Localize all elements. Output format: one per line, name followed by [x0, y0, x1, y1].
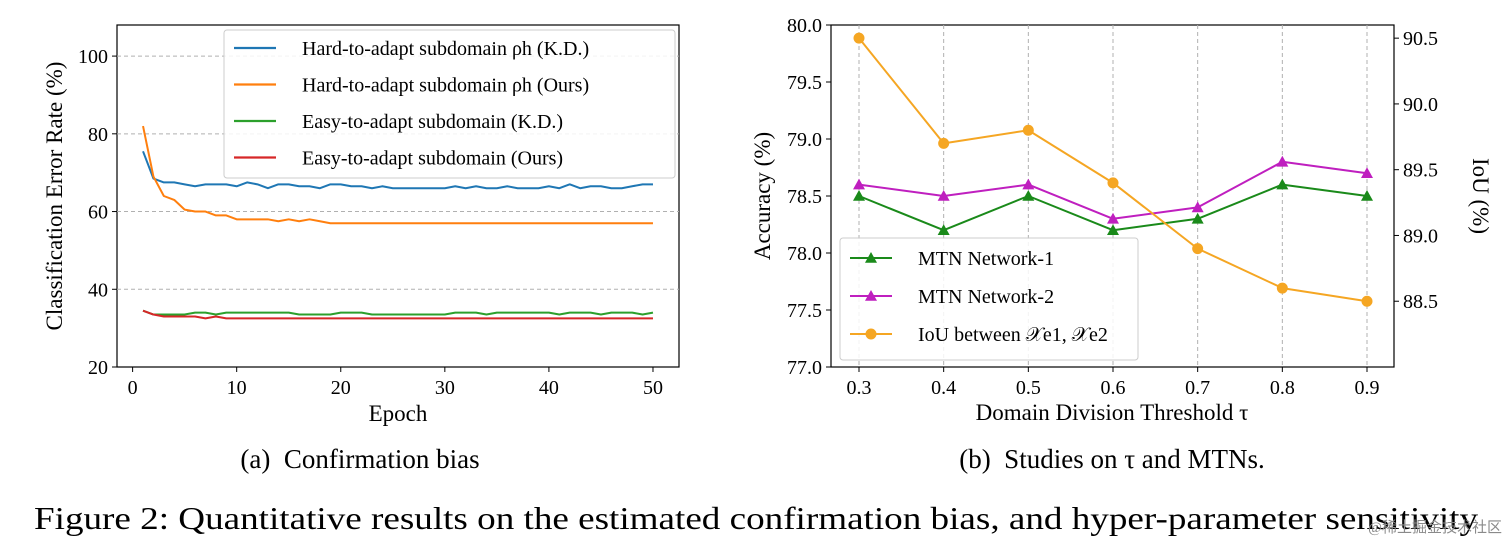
chart-a-x-tick-label-30: 30 — [435, 377, 455, 399]
chart-a-y-tick-label-40: 40 — [88, 279, 108, 301]
chart-a-x-tick-label-40: 40 — [539, 377, 559, 399]
chart-b-y-tick-label-0: 77.0 — [787, 357, 822, 379]
chart-b-y-tick-label-2: 78.0 — [787, 243, 822, 265]
chart-a-y-axis-label: Classification Error Rate (%) — [42, 62, 67, 331]
chart-a-series-line-easy-to-adapt-subdomain-k-d-2 — [142, 309, 654, 316]
chart-a-series-line-hard-to-adapt-subdomain-h-k-d-0 — [142, 150, 653, 190]
chart-b-point-mtn-network-1-0-5 — [1276, 178, 1289, 190]
chart-b-x-tick-label-5: 0.8 — [1270, 377, 1295, 399]
chart-b-legend: MTN Network-1 MTN Network-2 IoU between 𝒳e… — [839, 237, 1139, 361]
chart-b-x-axis-label: Domain Division Threshold τ — [976, 400, 1249, 425]
chart-b-legend-box — [839, 237, 1139, 361]
chart-b-legend-label-1: MTN Network-2 — [918, 286, 1054, 308]
chart-a-legend-label-1: Hard-to-adapt subdomain ρh (Ours) — [302, 75, 589, 97]
chart-a-legend-box — [223, 29, 676, 179]
chart-a-caption: (a) Confirmation bias — [240, 444, 479, 474]
chart-b-point-iou-between-e1-e2-2-5 — [1276, 282, 1288, 294]
chart-b-y-tick-label-4: 79.0 — [787, 129, 822, 151]
chart-a: 0 10 20 30 40 50 20 40 60 80 100 Epoch Classifica… — [42, 24, 680, 474]
chart-b-x-tick-label-2: 0.5 — [1016, 377, 1041, 399]
chart-b-x-ticks: 0.3 0.4 0.5 0.6 0.7 0.8 0.9 — [847, 367, 1380, 399]
chart-b-x-tick-label-1: 0.4 — [931, 377, 956, 399]
chart-a-y-ticks: 20 40 60 80 100 — [78, 46, 117, 379]
chart-b-point-mtn-network-2-1-2 — [1022, 178, 1035, 190]
chart-b-y-axis-label: Accuracy (%) — [750, 132, 775, 260]
figure-caption: Figure 2: Quantitative results on the es… — [34, 500, 1478, 536]
chart-a-y-tick-label-20: 20 — [88, 357, 108, 379]
chart-a-series-line-easy-to-adapt-subdomain-ours-3 — [142, 309, 653, 320]
chart-b-y-tick-label-3: 78.5 — [787, 186, 822, 208]
chart-a-legend-label-2: Easy-to-adapt subdomain (K.D.) — [302, 111, 563, 133]
chart-b-point-mtn-network-2-1-3 — [1107, 212, 1119, 224]
chart-a-legend: Hard-to-adapt subdomain ρh (K.D.) Hard-to… — [223, 29, 676, 179]
chart-b-x-tick-label-0: 0.3 — [847, 377, 872, 399]
chart-b-point-iou-between-e1-e2-2-3 — [1107, 177, 1119, 189]
chart-b-legend-marker-2 — [865, 328, 877, 340]
chart-b-y-ticks: 77.0 77.5 78.0 78.5 79.0 79.5 80.0 — [787, 15, 831, 379]
chart-b-x-tick-label-3: 0.6 — [1101, 377, 1126, 399]
chart-b-point-mtn-network-2-1-0 — [853, 178, 865, 190]
chart-a-x-ticks: 0 10 20 30 40 50 — [128, 367, 663, 399]
chart-b-y-tick-label-5: 79.5 — [787, 72, 822, 94]
chart-b-y2-tick-label-1: 89.0 — [1403, 225, 1438, 247]
chart-b: 0.3 0.4 0.5 0.6 0.7 0.8 0.9 77.0 77.5 78.0 78.5 79… — [750, 15, 1493, 474]
chart-b-point-mtn-network-2-1-6 — [1361, 167, 1373, 178]
chart-b-point-mtn-network-2-1-5 — [1276, 155, 1289, 167]
chart-a-x-tick-label-10: 10 — [227, 377, 247, 399]
chart-b-legend-label-0: MTN Network-1 — [918, 248, 1054, 270]
chart-a-series-line-hard-to-adapt-subdomain-h-ours-1 — [142, 125, 653, 225]
chart-a-x-tick-label-20: 20 — [331, 377, 351, 399]
chart-b-point-iou-between-e1-e2-2-2 — [1022, 124, 1034, 136]
chart-b-point-mtn-network-1-0-6 — [1361, 190, 1373, 201]
chart-b-series-lines — [853, 32, 1373, 307]
chart-a-legend-label-3: Easy-to-adapt subdomain (Ours) — [302, 148, 563, 170]
chart-a-x-axis-label: Epoch — [369, 401, 428, 426]
chart-b-legend-marker-0 — [865, 252, 877, 263]
chart-b-point-mtn-network-2-1-4 — [1191, 201, 1204, 213]
chart-a-y-tick-label-80: 80 — [88, 124, 108, 146]
chart-b-point-mtn-network-1-0-3 — [1107, 224, 1119, 235]
chart-b-x-tick-label-6: 0.9 — [1355, 377, 1380, 399]
watermark-text: @稀土掘金技术社区 — [1368, 519, 1502, 536]
chart-b-y2-tick-label-4: 90.5 — [1403, 28, 1438, 50]
chart-a-y-tick-label-60: 60 — [88, 202, 108, 224]
chart-b-point-iou-between-e1-e2-2-6 — [1361, 295, 1373, 307]
chart-b-point-iou-between-e1-e2-2-4 — [1192, 243, 1204, 255]
chart-b-y-tick-label-1: 77.5 — [787, 300, 822, 322]
chart-b-y-tick-label-6: 80.0 — [787, 15, 822, 37]
chart-b-legend-marker-1 — [865, 290, 877, 301]
chart-b-caption: (b) Studies on τ and MTNs. — [959, 444, 1265, 474]
chart-b-legend-label-2: IoU between 𝒳e1, 𝒳e2 — [918, 324, 1108, 346]
chart-b-y2-axis-label: IoU (%) — [1468, 158, 1493, 234]
chart-a-x-tick-label-50: 50 — [643, 377, 663, 399]
chart-b-point-mtn-network-1-0-4 — [1191, 212, 1204, 224]
chart-b-point-mtn-network-1-0-2 — [1022, 190, 1035, 201]
chart-b-y2-ticks: 88.5 89.0 89.5 90.0 90.5 — [1394, 28, 1438, 313]
chart-b-point-mtn-network-1-0-1 — [937, 224, 950, 235]
chart-a-y-tick-label-100: 100 — [78, 46, 108, 68]
chart-b-x-tick-label-4: 0.7 — [1185, 377, 1210, 399]
chart-b-y2-tick-label-0: 88.5 — [1403, 291, 1438, 313]
chart-a-series-lines — [142, 125, 654, 320]
chart-a-x-tick-label-0: 0 — [128, 377, 138, 399]
chart-a-plot-frame — [116, 24, 680, 368]
chart-b-y2-tick-label-2: 89.5 — [1403, 160, 1438, 182]
chart-b-y2-tick-label-3: 90.0 — [1403, 94, 1438, 116]
chart-a-legend-label-0: Hard-to-adapt subdomain ρh (K.D.) — [302, 38, 589, 60]
chart-b-point-iou-between-e1-e2-2-1 — [938, 137, 950, 149]
chart-b-point-mtn-network-1-0-0 — [853, 190, 865, 201]
chart-b-point-iou-between-e1-e2-2-0 — [853, 32, 865, 44]
chart-b-point-mtn-network-2-1-1 — [937, 190, 950, 201]
